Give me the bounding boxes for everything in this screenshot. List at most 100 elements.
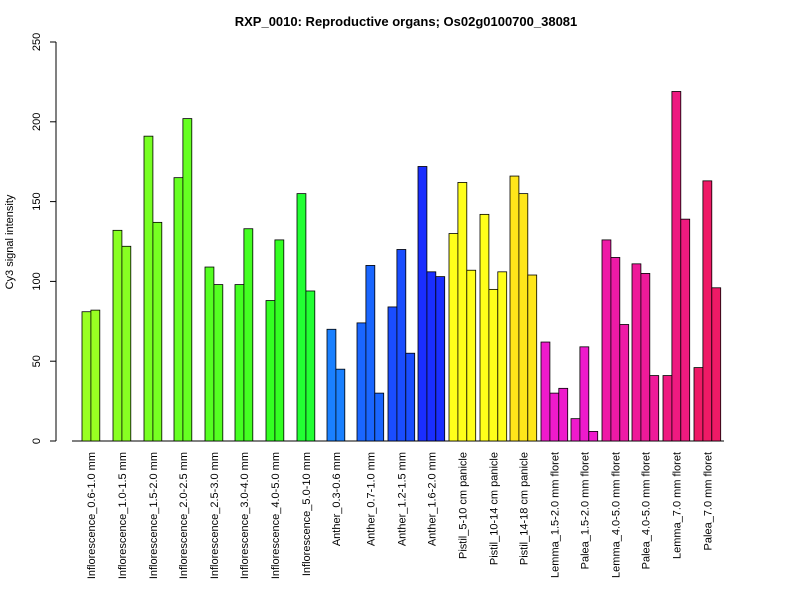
bar xyxy=(549,392,560,442)
bar-group xyxy=(479,213,508,442)
x-tick-label: Palea_7.0 mm floret xyxy=(702,452,714,550)
x-tick-label: Anther_1.2-1.5 mm xyxy=(396,452,408,546)
bar-group xyxy=(296,193,316,442)
bar xyxy=(417,166,428,442)
bar-group xyxy=(662,91,691,442)
bar xyxy=(711,287,722,442)
bar-group xyxy=(81,309,101,442)
bar xyxy=(662,375,673,442)
bar xyxy=(243,228,254,442)
bar xyxy=(631,263,642,442)
x-tick-labels: Inflorescence_0.6-1.0 mm Inflorescence_1.… xyxy=(86,452,714,579)
bar xyxy=(435,276,446,442)
bar xyxy=(601,239,612,442)
x-tick-label: Pistil_5-10 cm panicle xyxy=(457,452,469,559)
bar-group xyxy=(173,118,193,442)
bar xyxy=(405,352,416,442)
x-tick-label: Lemma_7.0 mm floret xyxy=(671,452,683,559)
bar-group xyxy=(356,265,385,442)
bar xyxy=(121,245,132,442)
x-tick-label: Inflorescence_2.0-2.5 mm xyxy=(178,452,190,579)
x-tick-label: Inflorescence_5.0-10 mm xyxy=(301,452,313,576)
bar xyxy=(649,375,660,442)
bar xyxy=(234,284,245,442)
bar xyxy=(570,418,581,442)
bar xyxy=(296,193,307,442)
bar xyxy=(518,193,529,442)
bar xyxy=(152,221,163,442)
x-tick-label: Palea_4.0-5.0 mm floret xyxy=(640,452,652,569)
x-tick-label: Palea_1.5-2.0 mm floret xyxy=(579,452,591,569)
bar-group xyxy=(693,180,722,442)
bar xyxy=(457,182,468,442)
x-tick-label: Inflorescence_0.6-1.0 mm xyxy=(86,452,98,579)
bar-group xyxy=(601,239,630,442)
bar-group xyxy=(448,182,477,442)
bar xyxy=(305,290,316,442)
bar-group xyxy=(326,328,346,442)
bar xyxy=(374,392,385,442)
bar-group xyxy=(570,346,599,442)
bar xyxy=(365,265,376,442)
bar xyxy=(509,175,520,442)
bar xyxy=(396,249,407,442)
bar xyxy=(274,239,285,442)
bar xyxy=(265,300,276,442)
bar-group xyxy=(234,228,254,442)
bar xyxy=(426,271,437,442)
bar xyxy=(143,135,154,442)
bar xyxy=(204,266,215,442)
bar xyxy=(356,322,367,442)
x-tick-label: Pistil_10-14 cm panicle xyxy=(488,452,500,565)
bar xyxy=(640,273,651,442)
bar-group xyxy=(417,166,446,442)
bar-group xyxy=(112,229,132,442)
bar xyxy=(702,180,713,442)
y-tick-label: 200 xyxy=(31,113,43,131)
bar xyxy=(619,324,630,442)
y-tick-label: 150 xyxy=(31,192,43,210)
y-axis: 0 50 100 150 200 250 xyxy=(31,33,57,444)
y-tick-label: 100 xyxy=(31,272,43,290)
bar xyxy=(588,431,599,442)
x-tick-label: Inflorescence_2.5-3.0 mm xyxy=(209,452,221,579)
bar xyxy=(693,367,704,442)
x-tick-label: Lemma_4.0-5.0 mm floret xyxy=(610,452,622,578)
bar xyxy=(387,306,398,442)
bar-group xyxy=(631,263,660,442)
bar xyxy=(610,257,621,442)
bar xyxy=(671,91,682,442)
y-tick-label: 50 xyxy=(31,355,43,367)
x-tick-label: Lemma_1.5-2.0 mm floret xyxy=(549,452,561,578)
y-axis-label: Cy3 signal intensity xyxy=(4,194,16,289)
bar xyxy=(488,288,499,442)
bar xyxy=(182,118,193,442)
bar xyxy=(448,233,459,442)
chart-title: RXP_0010: Reproductive organs; Os02g0100… xyxy=(235,14,578,29)
x-tick-label: Inflorescence_3.0-4.0 mm xyxy=(239,452,251,579)
bar xyxy=(90,309,101,442)
bar xyxy=(326,328,337,442)
bar-group xyxy=(387,249,416,442)
bar-group xyxy=(509,175,538,442)
y-tick-label: 0 xyxy=(31,438,43,444)
x-tick-label: Inflorescence_4.0-5.0 mm xyxy=(270,452,282,579)
bar xyxy=(527,274,538,442)
bar xyxy=(213,284,224,442)
bar-group xyxy=(265,239,285,442)
bar xyxy=(680,218,691,442)
bar xyxy=(497,271,508,442)
bar xyxy=(540,341,551,442)
bar-group xyxy=(540,341,569,442)
y-tick-label: 250 xyxy=(31,33,43,51)
bars xyxy=(81,91,722,442)
x-tick-label: Pistil_14-18 cm panicle xyxy=(518,452,530,565)
x-tick-label: Anther_0.3-0.6 mm xyxy=(331,452,343,546)
x-tick-label: Inflorescence_1.0-1.5 mm xyxy=(117,452,129,579)
bar xyxy=(479,213,490,442)
bar xyxy=(466,269,477,442)
x-tick-label: Anther_0.7-1.0 mm xyxy=(365,452,377,546)
bar xyxy=(112,229,123,442)
x-tick-label: Anther_1.6-2.0 mm xyxy=(426,452,438,546)
